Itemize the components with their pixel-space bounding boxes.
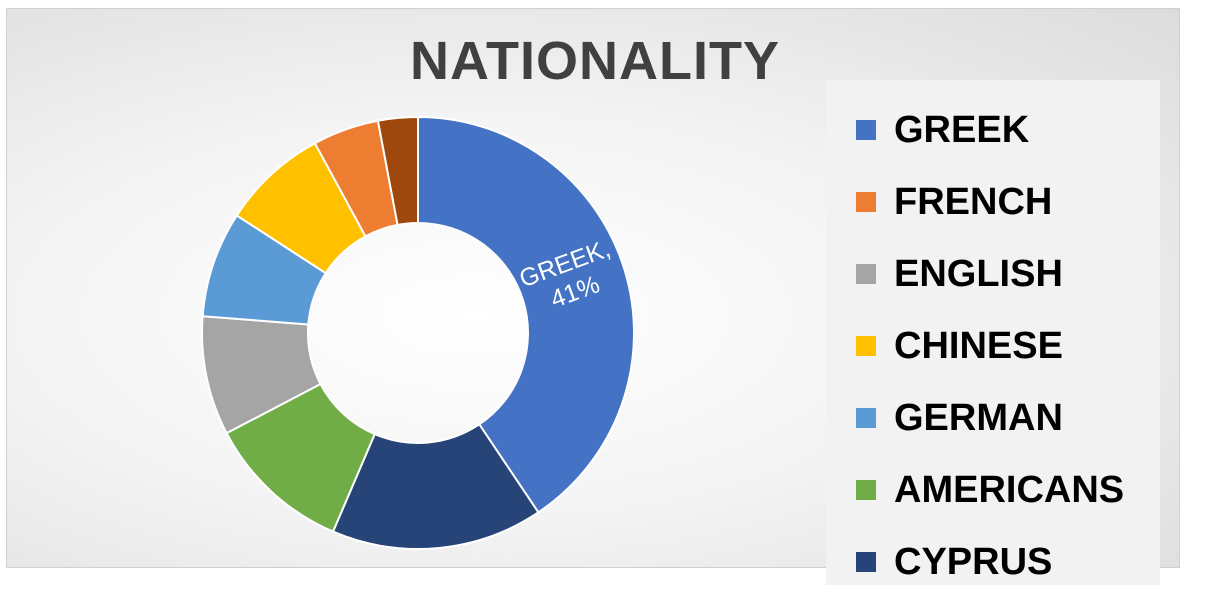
legend-swatch-chinese: [856, 336, 876, 356]
legend-swatch-cyprus: [856, 552, 876, 572]
donut-slice-other[interactable]: [376, 115, 419, 227]
donut-slice-greek[interactable]: [417, 115, 635, 514]
donut-slice-cyprus[interactable]: [331, 422, 540, 550]
legend-item-english[interactable]: ENGLISH: [856, 252, 1063, 296]
legend-item-cyprus[interactable]: CYPRUS: [856, 540, 1052, 584]
legend-label-greek: GREEK: [894, 108, 1030, 151]
legend-swatch-greek: [856, 120, 876, 140]
legend-swatch-english: [856, 264, 876, 284]
legend-swatch-french: [856, 192, 876, 212]
legend-label-french: FRENCH: [894, 180, 1053, 223]
legend-item-french[interactable]: FRENCH: [856, 180, 1052, 224]
legend-item-german[interactable]: GERMAN: [856, 396, 1063, 440]
chart-title: NATIONALITY: [410, 31, 780, 91]
legend-swatch-americans: [856, 480, 876, 500]
legend-item-greek[interactable]: GREEK: [856, 108, 1029, 152]
legend-label-cyprus: CYPRUS: [894, 540, 1053, 583]
legend-label-english: ENGLISH: [894, 252, 1063, 295]
legend: GREEK FRENCH ENGLISH CHINESE GERMAN AMER…: [826, 80, 1160, 585]
legend-swatch-german: [856, 408, 876, 428]
legend-item-americans[interactable]: AMERICANS: [856, 468, 1124, 512]
donut-hole: [309, 224, 527, 442]
legend-item-chinese[interactable]: CHINESE: [856, 324, 1063, 368]
legend-label-german: GERMAN: [894, 396, 1063, 439]
legend-label-chinese: CHINESE: [894, 324, 1063, 367]
legend-label-americans: AMERICANS: [894, 468, 1125, 511]
